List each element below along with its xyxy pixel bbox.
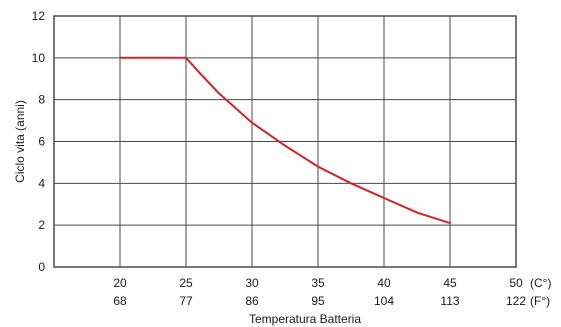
series-line bbox=[119, 56, 451, 225]
x-tick-label-fahrenheit: 95 bbox=[311, 294, 325, 308]
x-tick-label-fahrenheit: 86 bbox=[245, 294, 259, 308]
x-tick-label-celsius: 20 bbox=[113, 276, 127, 290]
x-tick-label-celsius: 45 bbox=[443, 276, 457, 290]
y-tick-label: 8 bbox=[38, 93, 45, 107]
x-unit-celsius: (C°) bbox=[530, 276, 551, 290]
y-tick-label: 10 bbox=[32, 51, 46, 65]
x-tick-label-fahrenheit: 113 bbox=[440, 294, 459, 308]
x-tick-label-celsius: 25 bbox=[179, 276, 193, 290]
y-axis-title: Ciclo vita (anni) bbox=[13, 100, 27, 183]
x-axis-title: Temperatura Batteria bbox=[249, 312, 361, 326]
series-lines bbox=[119, 56, 451, 225]
x-tick-label-fahrenheit: 77 bbox=[179, 294, 193, 308]
x-tick-label-fahrenheit: 122 bbox=[506, 294, 526, 308]
x-unit-fahrenheit: (F°) bbox=[530, 294, 550, 308]
y-tick-label: 6 bbox=[38, 135, 45, 149]
y-tick-label: 0 bbox=[38, 260, 45, 274]
y-tick-label: 4 bbox=[38, 176, 45, 190]
x-tick-label-celsius: 50 bbox=[509, 276, 523, 290]
x-tick-label-celsius: 40 bbox=[377, 276, 391, 290]
x-tick-label-fahrenheit: 104 bbox=[374, 294, 394, 308]
x-tick-label-celsius: 35 bbox=[311, 276, 325, 290]
horizontal-grid-lines bbox=[54, 57, 516, 226]
y-tick-labels: 0 2 4 6 8 10 12 bbox=[32, 9, 46, 274]
x-tick-labels: 20 68 25 77 30 86 35 95 40 104 45 113 50 122 bbox=[113, 276, 526, 308]
x-tick-label-fahrenheit: 68 bbox=[113, 294, 127, 308]
y-tick-label: 12 bbox=[32, 9, 46, 23]
y-tick-label: 2 bbox=[38, 218, 45, 232]
x-tick-label-celsius: 30 bbox=[245, 276, 259, 290]
plot-frame bbox=[53, 15, 517, 268]
